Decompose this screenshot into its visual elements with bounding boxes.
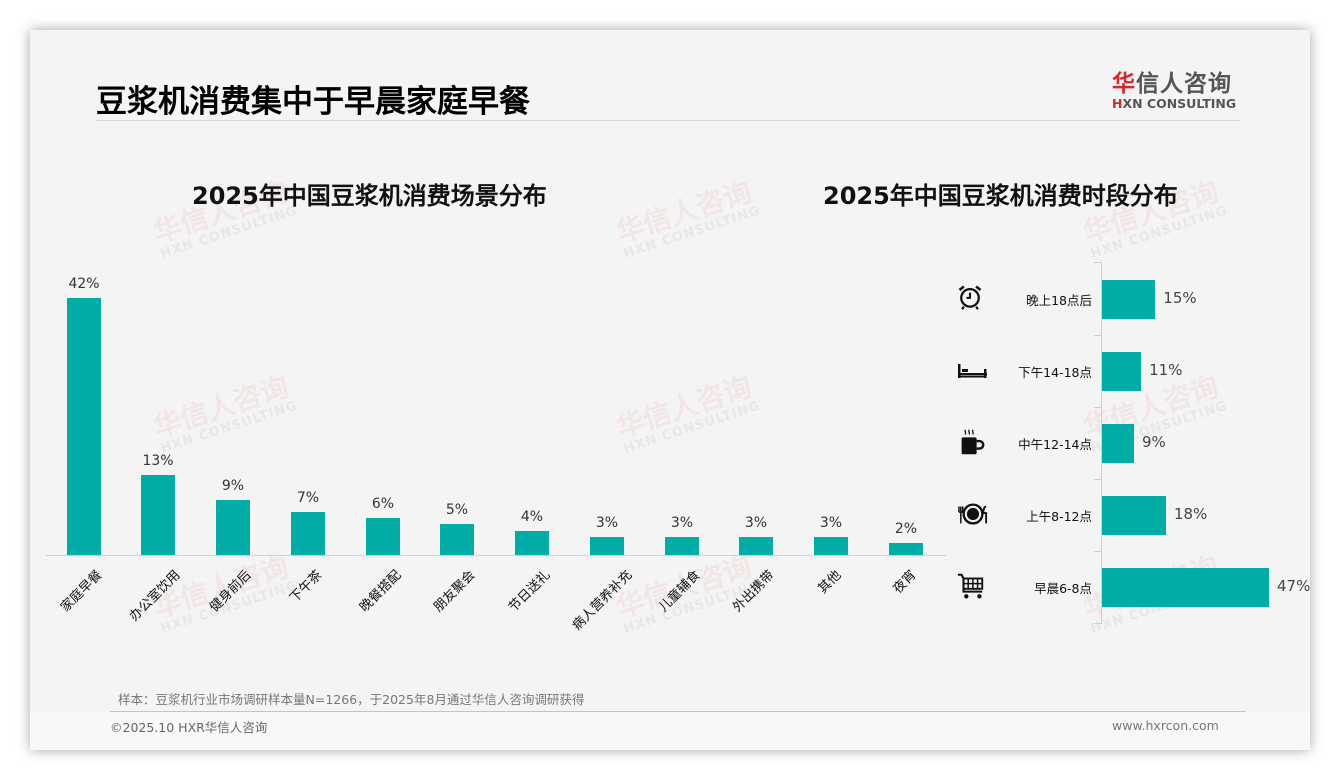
bar-value-label: 4% (520, 508, 544, 525)
bar (1102, 352, 1142, 391)
bar-value-label: 3% (595, 514, 619, 531)
category-label: 晚餐搭配 (356, 567, 405, 616)
footer-divider (110, 711, 1246, 712)
plate-cutlery-icon (956, 499, 988, 531)
bar-value-label: 6% (371, 496, 395, 513)
bar (366, 518, 400, 555)
bar-value-label: 42% (68, 276, 100, 292)
y-axis-line (1101, 262, 1102, 624)
category-label: 节日送礼 (505, 567, 554, 616)
bar (67, 298, 101, 555)
bed-icon (956, 355, 988, 387)
bar-value-label: 15% (1163, 289, 1197, 307)
axis-tick (1094, 262, 1101, 263)
bar (590, 536, 624, 555)
logo-english: HXN CONSULTING (1112, 96, 1242, 111)
time-chart-title: 2025年中国豆浆机消费时段分布 (823, 182, 1178, 210)
x-axis-line (46, 555, 946, 556)
category-label: 朋友聚会 (430, 567, 479, 616)
category-label: 早晨6-8点 (1034, 581, 1092, 596)
bar-value-label: 3% (670, 514, 694, 531)
website-link[interactable]: www.hxrcon.com (1112, 718, 1219, 733)
bar-value-label: 9% (221, 477, 245, 494)
bar (1102, 496, 1166, 535)
copyright-text: ©2025.10 HXR华信人咨询 (110, 720, 268, 735)
axis-tick (1094, 551, 1101, 552)
title-divider (96, 120, 1240, 121)
logo-chinese: 华信人咨询 (1112, 64, 1242, 98)
bar (141, 475, 175, 555)
coffee-mug-icon (956, 427, 988, 459)
bar (665, 536, 699, 555)
logo-cn-first: 华 (1112, 71, 1136, 97)
brand-logo: 华信人咨询 HXN CONSULTING (1112, 64, 1242, 111)
slide: 豆浆机消费集中于早晨家庭早餐 华信人咨询 HXN CONSULTING 华信人咨… (30, 30, 1310, 750)
logo-cn-rest: 信人咨询 (1136, 71, 1232, 97)
bar-value-label: 3% (744, 514, 768, 531)
category-label: 其他 (815, 567, 845, 597)
scene-bar-chart: 42% 家庭早餐 13% 办公室饮用 9% 健身前后 7% 下午茶 6% 晚餐搭配 5% 朋友聚会 4%… (46, 270, 946, 690)
category-label: 中午12-14点 (1018, 437, 1092, 452)
axis-tick (1094, 623, 1101, 624)
alarm-clock-icon (956, 283, 988, 315)
bar (889, 542, 923, 555)
category-label: 儿童辅食 (655, 567, 704, 616)
bar-value-label: 9% (1141, 433, 1166, 451)
bar (739, 536, 773, 555)
footer-band (30, 712, 1310, 750)
axis-tick (1094, 479, 1101, 480)
logo-en-first: H (1112, 96, 1123, 111)
axis-tick (1094, 407, 1101, 408)
bar-value-label: 5% (445, 502, 469, 519)
sample-note: 样本：豆浆机行业市场调研样本量N=1266，于2025年8月通过华信人咨询调研获… (118, 692, 585, 707)
bar-value-label: 18% (1173, 505, 1208, 523)
category-label: 上午8-12点 (1026, 509, 1092, 524)
bar-value-label: 11% (1149, 361, 1183, 379)
category-label: 健身前后 (206, 567, 255, 616)
bar (1102, 280, 1156, 319)
bar (291, 512, 325, 555)
bar-value-label: 47% (1277, 577, 1311, 595)
page-title: 豆浆机消费集中于早晨家庭早餐 (96, 84, 530, 120)
category-label: 晚上18点后 (1026, 293, 1092, 308)
category-label: 下午茶 (287, 567, 326, 607)
bar (1102, 424, 1134, 463)
axis-tick (1094, 335, 1101, 336)
time-bar-chart: 15% 晚上18点后 11% 下午14-18点 9% 中午12-14点 18% 上午8-12点… (946, 262, 1310, 662)
category-label: 夜宵 (890, 567, 920, 597)
category-label: 下午14-18点 (1018, 365, 1092, 380)
bar (216, 499, 250, 555)
shopping-cart-icon (956, 571, 988, 603)
bar (440, 524, 474, 555)
category-label: 家庭早餐 (57, 567, 106, 616)
bar-value-label: 2% (894, 520, 918, 537)
bar (814, 536, 848, 555)
logo-en-rest: XN CONSULTING (1122, 96, 1237, 111)
bar-value-label: 7% (296, 490, 320, 507)
category-label: 外出携带 (729, 567, 778, 616)
bar-value-label: 13% (142, 453, 174, 470)
bar (1102, 568, 1269, 607)
scene-chart-title: 2025年中国豆浆机消费场景分布 (192, 182, 547, 210)
bar-value-label: 3% (819, 514, 843, 531)
bar (515, 530, 549, 555)
category-label: 病人营养补充 (570, 567, 636, 634)
category-label: 办公室饮用 (126, 567, 184, 625)
